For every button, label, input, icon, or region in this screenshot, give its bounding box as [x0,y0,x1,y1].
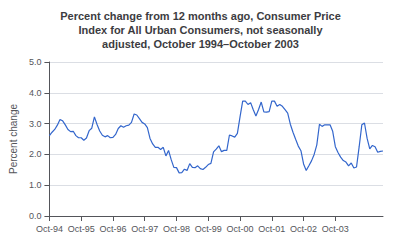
svg-text:Oct-03: Oct-03 [322,224,349,234]
svg-text:Oct-00: Oct-00 [227,224,254,234]
svg-text:Percent change: Percent change [8,104,19,174]
svg-text:Oct-95: Oct-95 [68,224,95,234]
svg-text:1.0: 1.0 [29,180,42,190]
svg-text:2.0: 2.0 [29,149,42,159]
svg-text:0.0: 0.0 [29,211,42,221]
svg-text:adjusted, October 1994–October: adjusted, October 1994–October 2003 [102,38,299,50]
svg-text:5.0: 5.0 [29,57,42,67]
svg-text:Percent change from 12 months: Percent change from 12 months ago, Consu… [60,10,341,22]
svg-text:Oct-01: Oct-01 [258,224,285,234]
svg-text:Oct-94: Oct-94 [36,224,63,234]
svg-text:Index for All Urban Consumers,: Index for All Urban Consumers, not seaso… [78,24,323,36]
svg-text:Oct-97: Oct-97 [131,224,158,234]
svg-text:Oct-96: Oct-96 [99,224,126,234]
svg-text:Oct-99: Oct-99 [195,224,222,234]
svg-text:3.0: 3.0 [29,119,42,129]
svg-text:4.0: 4.0 [29,88,42,98]
svg-text:Oct-98: Oct-98 [163,224,190,234]
svg-text:Oct-02: Oct-02 [290,224,317,234]
